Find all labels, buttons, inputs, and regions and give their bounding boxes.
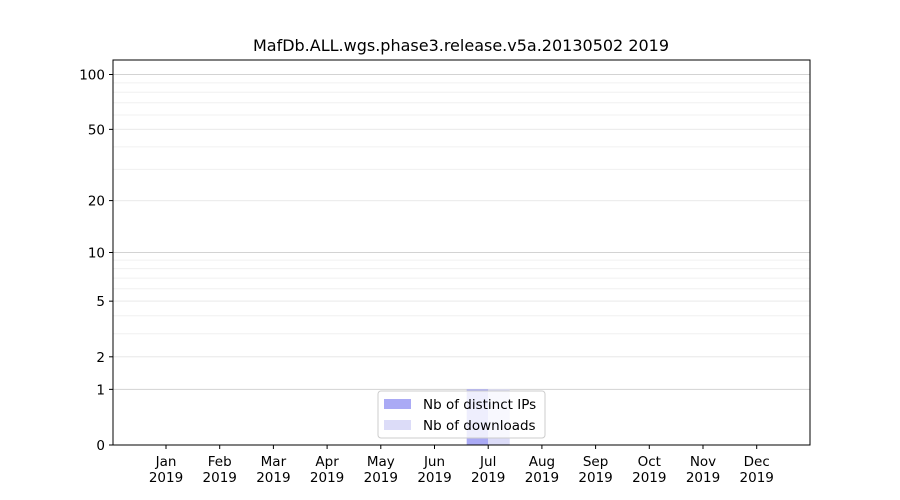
x-tick-label-month: Aug (529, 454, 555, 470)
x-tick-label-year: 2019 (525, 470, 559, 486)
y-tick-label: 10 (88, 246, 105, 262)
x-tick-label-month: Apr (315, 454, 339, 470)
x-tick-label-year: 2019 (149, 470, 183, 486)
y-tick-label: 5 (96, 294, 105, 310)
x-tick-label-month: Feb (208, 454, 232, 470)
y-tick-label: 20 (88, 194, 105, 210)
x-tick-label-year: 2019 (471, 470, 505, 486)
x-tick-label-month: Dec (744, 454, 770, 470)
legend: Nb of distinct IPs Nb of downloads (377, 390, 546, 439)
y-tick-label: 2 (96, 350, 105, 366)
legend-label: Nb of downloads (423, 418, 536, 434)
x-tick-label-month: Sep (583, 454, 608, 470)
legend-swatch (384, 399, 411, 409)
x-tick-label-month: Mar (261, 454, 287, 470)
grid-lines (113, 74, 810, 446)
x-tick-label-year: 2019 (256, 470, 290, 486)
y-tick-label: 0 (96, 438, 105, 454)
x-tick-label-year: 2019 (364, 470, 398, 486)
x-tick-label-month: Jan (155, 454, 177, 470)
x-tick-label-year: 2019 (632, 470, 666, 486)
legend-swatch (384, 420, 411, 430)
y-tick-label: 100 (79, 68, 105, 84)
x-tick-label-month: Jun (423, 454, 445, 470)
x-axis: Jan2019Feb2019Mar2019Apr2019May2019Jun20… (149, 445, 774, 486)
x-tick-label-year: 2019 (740, 470, 774, 486)
y-tick-label: 50 (88, 122, 105, 138)
x-tick-label-month: Jul (479, 454, 496, 470)
x-tick-label-year: 2019 (686, 470, 720, 486)
x-tick-label-year: 2019 (417, 470, 451, 486)
x-tick-label-month: May (367, 454, 395, 470)
legend-box (377, 390, 546, 439)
chart-title: MafDb.ALL.wgs.phase3.release.v5a.2013050… (253, 36, 669, 55)
x-tick-label-month: Oct (638, 454, 661, 470)
x-tick-label-year: 2019 (578, 470, 612, 486)
x-tick-label-year: 2019 (310, 470, 344, 486)
x-tick-label-month: Nov (690, 454, 716, 470)
x-tick-label-year: 2019 (203, 470, 237, 486)
y-tick-label: 1 (96, 382, 105, 398)
y-axis: 0 1 2 5 10 20 50 100 (79, 68, 113, 454)
legend-label: Nb of distinct IPs (423, 397, 536, 413)
